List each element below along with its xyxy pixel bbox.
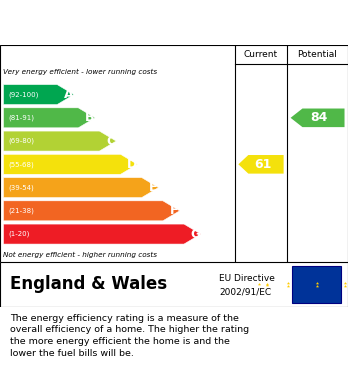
Text: (81-91): (81-91) xyxy=(9,115,35,121)
Text: Potential: Potential xyxy=(298,50,338,59)
Text: A: A xyxy=(64,88,74,101)
Text: Not energy efficient - higher running costs: Not energy efficient - higher running co… xyxy=(3,251,158,258)
Polygon shape xyxy=(3,84,74,104)
Text: (21-38): (21-38) xyxy=(9,208,34,214)
Text: (92-100): (92-100) xyxy=(9,91,39,98)
Text: The energy efficiency rating is a measure of the
overall efficiency of a home. T: The energy efficiency rating is a measur… xyxy=(10,314,250,358)
Text: D: D xyxy=(127,158,137,171)
Polygon shape xyxy=(3,108,95,128)
Bar xyxy=(292,265,341,303)
Text: Very energy efficient - lower running costs: Very energy efficient - lower running co… xyxy=(3,69,158,75)
Text: EU Directive: EU Directive xyxy=(219,274,275,283)
Polygon shape xyxy=(3,154,137,174)
Text: Current: Current xyxy=(244,50,278,59)
Text: Energy Efficiency Rating: Energy Efficiency Rating xyxy=(10,15,220,30)
Polygon shape xyxy=(291,109,345,127)
Text: (69-80): (69-80) xyxy=(9,138,35,144)
Text: 2002/91/EC: 2002/91/EC xyxy=(219,288,271,297)
Polygon shape xyxy=(3,131,116,151)
Text: 84: 84 xyxy=(310,111,327,124)
Text: (39-54): (39-54) xyxy=(9,184,34,191)
Polygon shape xyxy=(238,155,284,174)
Text: G: G xyxy=(191,228,201,240)
Text: 61: 61 xyxy=(254,158,271,171)
Text: England & Wales: England & Wales xyxy=(10,275,168,294)
Text: E: E xyxy=(149,181,158,194)
Polygon shape xyxy=(3,224,201,244)
Text: F: F xyxy=(171,204,179,217)
Text: C: C xyxy=(106,135,116,147)
Polygon shape xyxy=(3,178,159,197)
Polygon shape xyxy=(3,201,180,221)
Text: (55-68): (55-68) xyxy=(9,161,34,168)
Text: B: B xyxy=(85,111,95,124)
Text: (1-20): (1-20) xyxy=(9,231,30,237)
